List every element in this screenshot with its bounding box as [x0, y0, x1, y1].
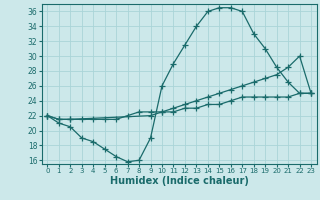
X-axis label: Humidex (Indice chaleur): Humidex (Indice chaleur) [110, 176, 249, 186]
